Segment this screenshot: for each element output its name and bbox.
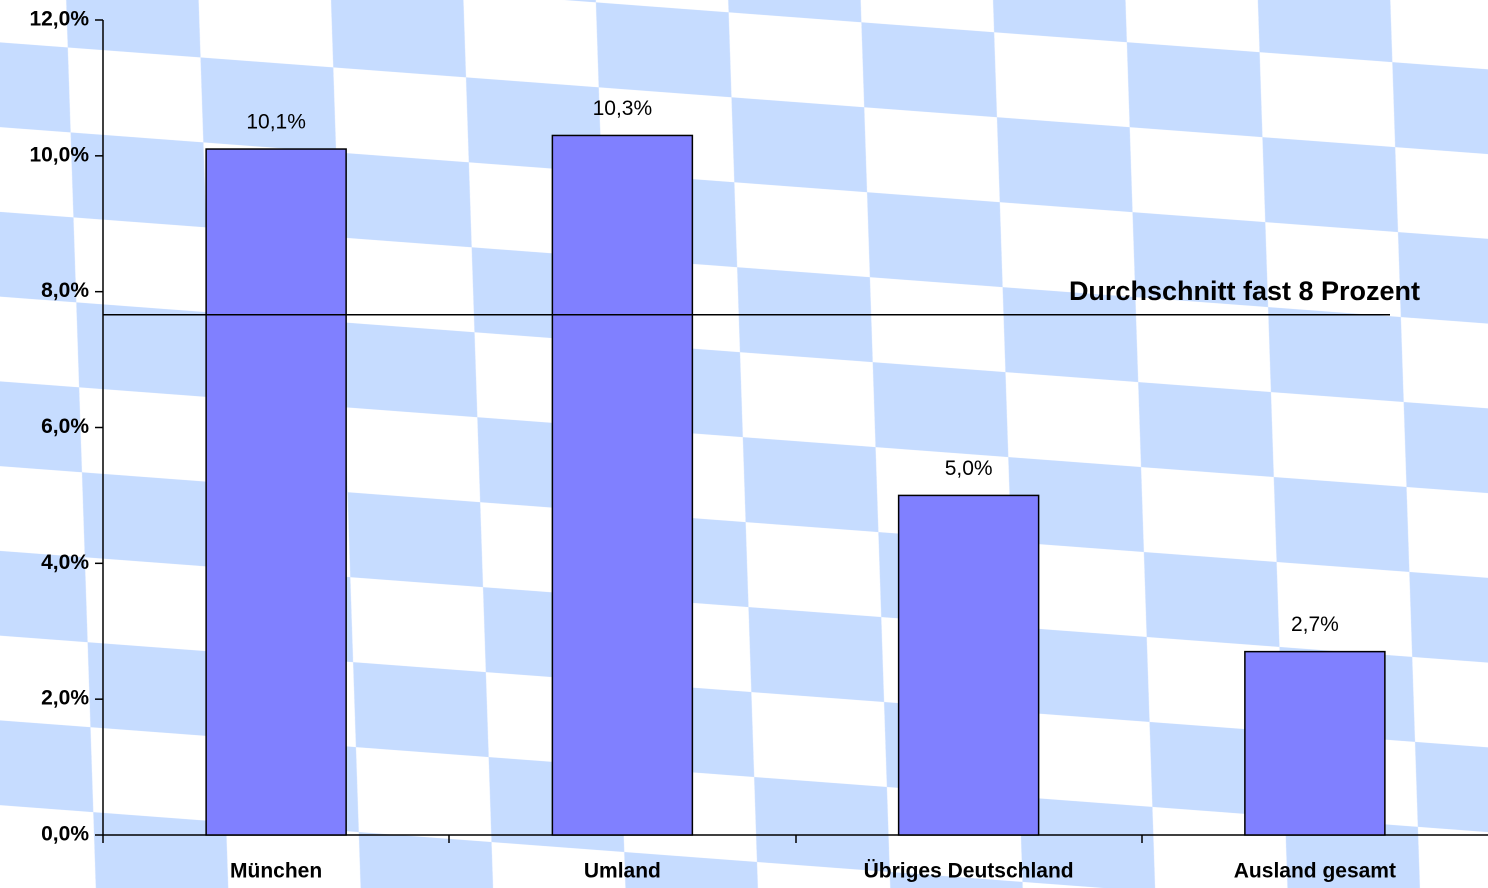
y-tick-label: 10,0% xyxy=(29,143,89,166)
y-tick-label: 6,0% xyxy=(41,415,89,438)
bar xyxy=(897,494,1040,836)
x-tick-label: München xyxy=(230,860,322,883)
x-tick-label: Umland xyxy=(584,860,661,883)
y-tick-label: 4,0% xyxy=(41,551,89,574)
y-tick-label: 8,0% xyxy=(41,279,89,302)
bar xyxy=(551,134,694,836)
value-label: 10,1% xyxy=(246,111,306,134)
value-label: 2,7% xyxy=(1291,613,1339,636)
value-label: 5,0% xyxy=(945,457,993,480)
bar xyxy=(1244,650,1386,836)
reference-label: Durchschnitt fast 8 Prozent xyxy=(1069,276,1420,306)
y-tick-label: 0,0% xyxy=(41,823,89,846)
x-tick-label: Ausland gesamt xyxy=(1234,860,1396,883)
value-label: 10,3% xyxy=(593,97,653,120)
x-separators xyxy=(102,835,1143,843)
x-tick-label: Übriges Deutschland xyxy=(864,860,1074,883)
y-tick-label: 12,0% xyxy=(29,8,89,31)
y-tick-label: 2,0% xyxy=(41,687,89,710)
bar xyxy=(205,148,347,836)
